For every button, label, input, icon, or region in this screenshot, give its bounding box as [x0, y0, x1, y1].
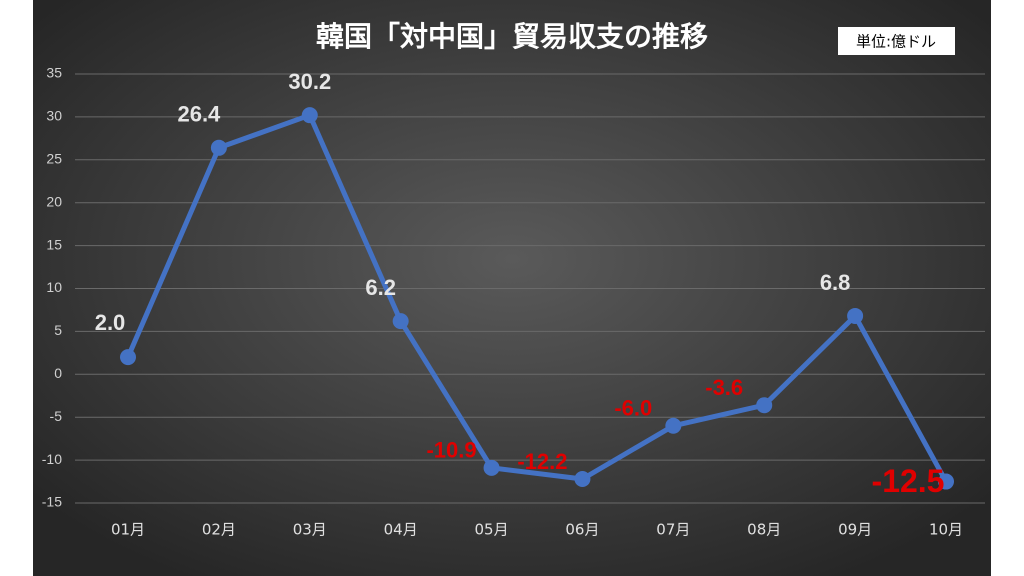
data-point — [756, 397, 773, 414]
y-tick-label: -10 — [42, 451, 62, 467]
data-point — [665, 417, 682, 434]
data-label: 2.0 — [95, 310, 126, 335]
x-tick-label: 04月 — [384, 521, 418, 539]
data-point — [847, 307, 864, 324]
data-point — [301, 107, 318, 124]
unit-box — [838, 27, 955, 55]
y-tick-label: 35 — [46, 65, 62, 81]
y-tick-label: -5 — [50, 408, 63, 424]
x-tick-label: 01月 — [111, 521, 145, 539]
data-label: 30.2 — [288, 69, 331, 94]
x-tick-label: 06月 — [565, 521, 599, 539]
data-point — [938, 473, 954, 490]
x-tick-label: 03月 — [293, 521, 327, 539]
x-tick-label: 08月 — [747, 521, 781, 539]
data-point — [120, 349, 136, 366]
unit-note: 単位:億ドル — [856, 33, 936, 51]
data-point — [210, 139, 227, 156]
x-tick-label: 02月 — [202, 521, 236, 539]
x-tick-label: 09月 — [838, 521, 872, 539]
data-label: -12.2 — [517, 449, 567, 474]
data-label: 26.4 — [177, 102, 221, 127]
y-tick-label: 25 — [46, 151, 62, 167]
data-label: -10.9 — [426, 438, 476, 463]
y-tick-label: 0 — [54, 365, 62, 381]
data-label: 6.2 — [365, 275, 396, 300]
y-tick-label: 10 — [46, 279, 62, 295]
data-label: 6.8 — [820, 270, 851, 295]
data-point — [392, 313, 409, 330]
series-line — [125, 112, 949, 483]
y-tick-label: -15 — [42, 494, 62, 510]
y-tick-label: 20 — [46, 193, 62, 209]
y-tick-label: 5 — [54, 322, 62, 338]
data-label: -3.6 — [705, 375, 743, 400]
data-point — [574, 470, 591, 487]
data-point — [483, 459, 500, 476]
y-tick-label: 15 — [46, 236, 62, 252]
data-label: -6.0 — [614, 396, 652, 421]
x-tick-label: 07月 — [656, 521, 690, 539]
y-tick-label: 30 — [46, 108, 62, 124]
x-tick-label: 10月 — [929, 521, 963, 539]
x-tick-label: 05月 — [475, 521, 509, 539]
data-label: -12.5 — [872, 463, 945, 499]
chart-title: 韓国「対中国」貿易収支の推移 — [316, 20, 708, 53]
